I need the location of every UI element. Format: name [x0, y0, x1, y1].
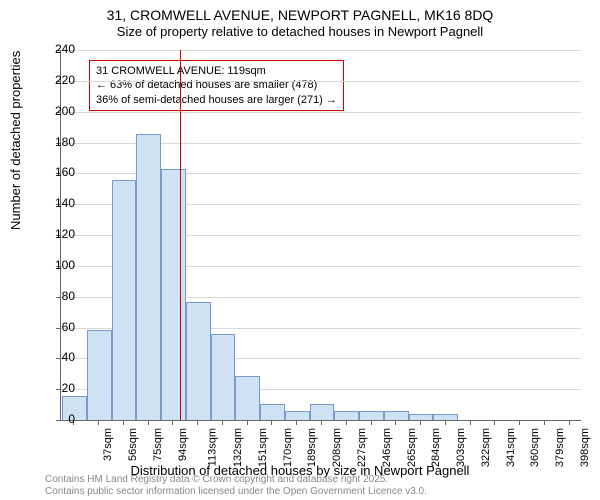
- x-tick-label: 227sqm: [356, 428, 368, 467]
- y-tick-label: 140: [45, 196, 75, 210]
- annotation-line-3: 36% of semi-detached houses are larger (…: [96, 93, 337, 107]
- y-axis-label: Number of detached properties: [8, 51, 23, 230]
- chart-subtitle: Size of property relative to detached ho…: [0, 24, 600, 39]
- y-tick-label: 100: [45, 258, 75, 272]
- x-tick-mark: [222, 420, 223, 425]
- x-tick-mark: [321, 420, 322, 425]
- x-tick-label: 151sqm: [257, 428, 269, 467]
- x-tick-label: 113sqm: [207, 428, 219, 466]
- y-tick-label: 220: [45, 73, 75, 87]
- histogram-bar: [384, 411, 409, 420]
- x-tick-mark: [123, 420, 124, 425]
- y-tick-label: 20: [45, 381, 75, 395]
- histogram-bar: [211, 334, 236, 420]
- y-tick-label: 80: [45, 289, 75, 303]
- chart-container: 31, CROMWELL AVENUE, NEWPORT PAGNELL, MK…: [0, 0, 600, 500]
- footer-attribution: Contains HM Land Registry data © Crown c…: [45, 474, 427, 498]
- x-tick-mark: [346, 420, 347, 425]
- histogram-bar: [334, 411, 359, 420]
- x-tick-mark: [98, 420, 99, 425]
- x-tick-label: 322sqm: [480, 428, 492, 467]
- y-tick-label: 200: [45, 104, 75, 118]
- x-tick-label: 246sqm: [381, 428, 393, 467]
- x-tick-mark: [494, 420, 495, 425]
- histogram-bar: [359, 411, 384, 420]
- x-tick-mark: [544, 420, 545, 425]
- x-tick-label: 189sqm: [307, 428, 319, 467]
- y-tick-label: 0: [45, 412, 75, 426]
- x-tick-label: 379sqm: [554, 428, 566, 467]
- gridline: [61, 81, 581, 82]
- histogram-bar: [310, 404, 335, 420]
- x-tick-mark: [172, 420, 173, 425]
- x-tick-label: 94sqm: [177, 428, 189, 461]
- x-tick-label: 170sqm: [282, 428, 294, 467]
- y-tick-label: 160: [45, 165, 75, 179]
- x-tick-label: 265sqm: [406, 428, 418, 467]
- x-tick-label: 360sqm: [529, 428, 541, 467]
- x-tick-mark: [148, 420, 149, 425]
- gridline: [61, 50, 581, 51]
- property-marker-line: [180, 50, 181, 420]
- chart-title: 31, CROMWELL AVENUE, NEWPORT PAGNELL, MK…: [0, 0, 600, 24]
- footer-line-1: Contains HM Land Registry data © Crown c…: [45, 474, 427, 486]
- x-tick-mark: [470, 420, 471, 425]
- y-tick-label: 40: [45, 350, 75, 364]
- histogram-bar: [87, 330, 112, 420]
- x-tick-mark: [197, 420, 198, 425]
- y-tick-label: 240: [45, 42, 75, 56]
- x-tick-label: 132sqm: [232, 428, 244, 467]
- histogram-bar: [112, 180, 137, 420]
- x-tick-label: 303sqm: [455, 428, 467, 467]
- x-tick-label: 75sqm: [152, 428, 164, 461]
- x-tick-mark: [569, 420, 570, 425]
- x-tick-mark: [395, 420, 396, 425]
- histogram-bar: [260, 404, 285, 420]
- x-tick-label: 208sqm: [331, 428, 343, 467]
- x-tick-label: 284sqm: [430, 428, 442, 467]
- annotation-line-1: 31 CROMWELL AVENUE: 119sqm: [96, 64, 337, 78]
- histogram-bar: [186, 302, 211, 420]
- gridline: [61, 112, 581, 113]
- x-tick-mark: [296, 420, 297, 425]
- x-tick-mark: [271, 420, 272, 425]
- annotation-box: 31 CROMWELL AVENUE: 119sqm ← 63% of deta…: [89, 60, 344, 111]
- x-tick-mark: [445, 420, 446, 425]
- x-tick-label: 56sqm: [127, 428, 139, 461]
- x-tick-label: 398sqm: [579, 428, 591, 467]
- chart-plot-area: 31 CROMWELL AVENUE: 119sqm ← 63% of deta…: [60, 50, 581, 421]
- x-tick-label: 341sqm: [505, 428, 517, 467]
- y-tick-label: 120: [45, 227, 75, 241]
- x-tick-label: 37sqm: [102, 428, 114, 461]
- histogram-bar: [136, 134, 161, 420]
- x-tick-mark: [371, 420, 372, 425]
- y-tick-label: 180: [45, 135, 75, 149]
- y-tick-label: 60: [45, 320, 75, 334]
- histogram-bar: [235, 376, 260, 420]
- histogram-bar: [161, 169, 186, 420]
- x-tick-mark: [420, 420, 421, 425]
- x-tick-mark: [247, 420, 248, 425]
- footer-line-2: Contains public sector information licen…: [45, 486, 427, 498]
- x-tick-mark: [519, 420, 520, 425]
- histogram-bar: [285, 411, 310, 420]
